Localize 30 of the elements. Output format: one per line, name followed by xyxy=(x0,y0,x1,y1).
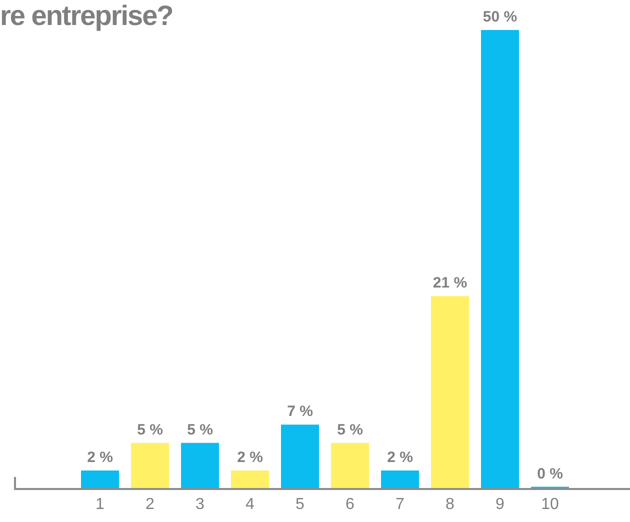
bar xyxy=(431,296,469,489)
data-label: 2 % xyxy=(237,449,263,466)
bar xyxy=(281,424,319,489)
chart-title: re entreprise? xyxy=(0,0,173,32)
x-tick-label: 3 xyxy=(196,496,205,513)
x-tick-label: 9 xyxy=(496,496,505,513)
data-label: 2 % xyxy=(87,449,113,466)
data-label: 7 % xyxy=(287,403,313,420)
x-tick-label: 4 xyxy=(246,496,255,513)
bar xyxy=(331,442,369,489)
data-label: 5 % xyxy=(137,422,163,439)
data-label: 2 % xyxy=(387,449,413,466)
bar xyxy=(381,470,419,489)
x-tick-label: 7 xyxy=(396,496,405,513)
bar xyxy=(81,470,119,489)
bar xyxy=(481,30,519,489)
data-label: 21 % xyxy=(432,274,468,292)
bar xyxy=(231,470,269,489)
x-tick-label: 6 xyxy=(346,496,355,513)
data-label: 5 % xyxy=(337,422,363,439)
bar xyxy=(181,442,219,489)
x-tick-label: 1 xyxy=(96,496,105,513)
bar xyxy=(131,442,169,489)
x-tick-label: 8 xyxy=(446,496,455,513)
x-tick-label: 10 xyxy=(541,496,559,513)
data-label: 50 % xyxy=(482,8,518,26)
data-label: 0 % xyxy=(537,465,563,482)
x-tick-label: 2 xyxy=(146,496,155,513)
x-tick-label: 5 xyxy=(296,496,305,513)
data-label: 5 % xyxy=(187,422,213,439)
